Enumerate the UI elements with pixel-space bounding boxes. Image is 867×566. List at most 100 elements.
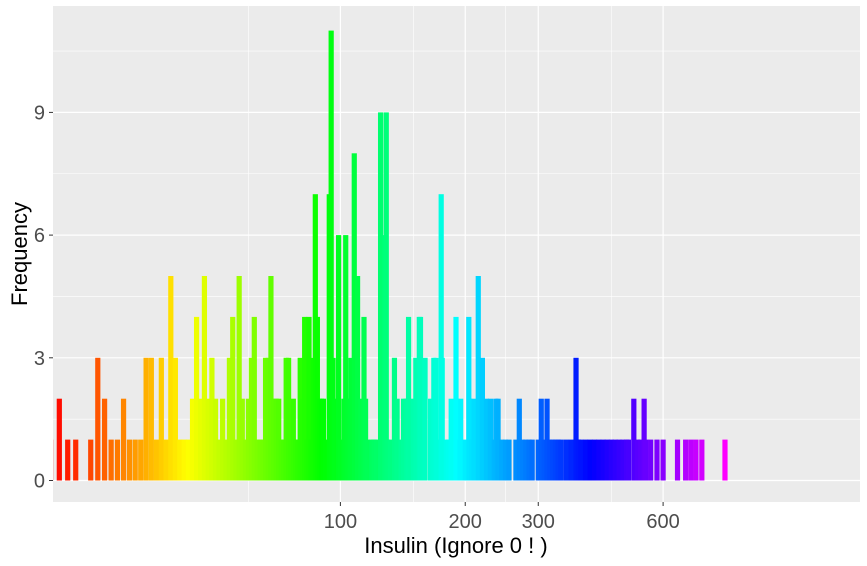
histogram-bar [631,398,637,481]
histogram-bar [168,276,174,481]
histogram-bar [391,357,398,481]
x-axis-title: Insulin (Ignore 0 ! ) [364,533,547,558]
histogram-bar [458,398,464,481]
y-axis: 0 3 6 9 [34,102,53,493]
histogram-bar [248,357,254,481]
histogram-bar [95,357,101,481]
histogram-bar [387,439,393,481]
x-axis: 100 200 300 600 [324,502,680,533]
histogram-bar [693,439,699,481]
histogram-bar [587,439,593,481]
histogram-bar [189,398,196,481]
histogram-bar [600,439,606,481]
histogram-bar [88,439,94,481]
histogram-bar [674,439,681,481]
histogram-bar [547,439,553,481]
histogram-bar [220,398,226,481]
histogram-bar [506,439,512,481]
y-tick-label: 0 [34,471,45,493]
histogram-bar [550,439,556,481]
histogram-bar [373,439,379,481]
histogram-bar [181,439,187,481]
histogram-bar [209,357,215,481]
histogram-bar [212,398,219,481]
histogram-bar [385,439,391,481]
histogram-bar [285,357,292,481]
histogram-bar [354,276,361,481]
histogram-bar [683,439,689,481]
histogram-bar [699,439,705,481]
histogram-bar [555,439,561,481]
histogram-bar [660,439,666,481]
histogram-bar [535,439,541,481]
histogram-bar [226,357,233,481]
histogram-bar [529,439,535,481]
histogram-bar [591,439,598,481]
histogram-bar [379,398,385,481]
histogram-bar [434,439,440,481]
histogram-bar [616,439,622,481]
histogram-bar [268,276,274,481]
histogram-bar [688,439,694,481]
histogram-bar [438,194,444,481]
histogram-bar [552,439,559,481]
histogram-bar [172,357,178,481]
histogram-bar [475,276,481,481]
histogram-bar [516,398,522,481]
histogram-bar [462,439,468,481]
histogram-bar [148,357,154,481]
x-tick-label: 300 [522,511,555,533]
histogram-bar [239,398,245,481]
histogram-bar [654,439,660,481]
histogram-bar [483,398,490,481]
histogram-bar [245,398,251,481]
histogram-bar [526,439,532,481]
histogram-bar [193,316,200,481]
histogram-bar [625,439,632,481]
histogram-bar [197,398,204,481]
y-tick-label: 6 [34,225,45,247]
histogram-bar [558,439,564,481]
histogram-bar [538,398,544,481]
histogram-bar [413,357,419,481]
histogram-bar [205,398,211,481]
histogram-bar [262,357,269,481]
histogram-bar [648,439,654,481]
bars [53,30,728,481]
histogram-bar [73,439,79,481]
histogram-bar [302,316,308,481]
histogram-bar [185,439,191,481]
histogram-bar [377,112,384,481]
histogram-bar [114,439,121,481]
histogram-bar [578,439,584,481]
histogram-bar [487,398,494,481]
histogram-bar [163,439,169,481]
histogram-bar [568,439,574,481]
histogram-bar [230,316,236,481]
histogram-bar [634,439,640,481]
histogram-bar [499,439,505,481]
histogram-bar [433,357,439,481]
histogram-bar [573,357,579,481]
x-tick-label: 600 [646,511,679,533]
histogram-bar [439,357,445,481]
histogram-bar [257,439,263,481]
histogram-bar [332,398,338,481]
y-tick-label: 9 [34,102,45,124]
histogram-bar [604,439,610,481]
x-tick-label: 100 [324,511,357,533]
histogram-bar [260,439,266,481]
histogram-bar [201,276,208,481]
histogram-bar [177,439,183,481]
histogram-bar [608,439,614,481]
y-axis-title: Frequency [7,202,32,306]
histogram-bar [335,235,342,481]
histogram-bar [233,439,239,481]
grid-lines [53,6,860,502]
x-tick-label: 200 [449,511,482,533]
histogram-bar [236,276,242,481]
histogram-bar [108,439,114,481]
histogram-bar [523,439,529,481]
histogram-bar [513,439,519,481]
